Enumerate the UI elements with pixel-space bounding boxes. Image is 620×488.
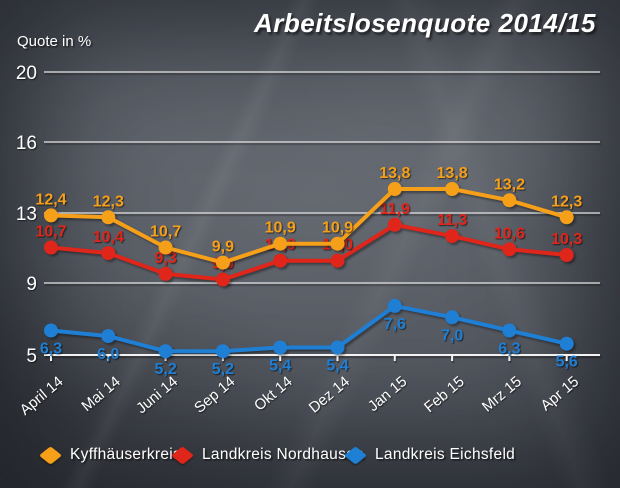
series-line-landkreis-nordhausen: [49, 222, 569, 282]
data-point-landkreis-eichsfeld-dez-14: [330, 340, 345, 355]
data-label-kyffhauserkreis-apr-15: 12,3: [551, 193, 582, 210]
data-point-landkreis-eichsfeld-sep-14: [215, 344, 230, 359]
data-label-landkreis-eichsfeld-feb-15: 7,0: [441, 327, 463, 344]
series-kyffhauserkreis: [44, 182, 574, 270]
data-label-landkreis-eichsfeld-jan-15: 7,6: [384, 316, 406, 333]
y-tick-label-9: 9: [26, 274, 37, 295]
data-point-landkreis-eichsfeld-okt-14: [273, 340, 288, 355]
data-label-landkreis-eichsfeld-juni-14: 5,2: [154, 361, 176, 378]
data-point-landkreis-nordhausen-apr-15: [559, 248, 574, 262]
data-label-landkreis-nordhausen-juni-14: 9,3: [154, 250, 176, 267]
y-tick-label-20: 20: [16, 63, 37, 84]
data-point-kyffhauserkreis-juni-14: [158, 240, 173, 255]
data-point-kyffhauserkreis-sep-14: [215, 255, 230, 270]
data-label-landkreis-eichsfeld-mrz-15: 6,3: [498, 341, 520, 358]
data-label-landkreis-nordhausen-apr-15: 10,3: [551, 231, 582, 248]
x-tick-label-mrz-15: Mrz 15: [479, 373, 525, 415]
data-label-kyffhauserkreis-mai-14: 12,3: [93, 193, 124, 210]
y-tick-label-13: 13: [16, 204, 37, 225]
data-label-kyffhauserkreis-okt-14: 10,9: [265, 220, 296, 237]
gridlines: [44, 71, 600, 361]
data-label-kyffhauserkreis-mrz-15: 13,2: [494, 176, 525, 193]
data-point-landkreis-eichsfeld-april-14: [44, 323, 58, 338]
data-point-landkreis-eichsfeld-juni-14: [158, 344, 173, 359]
data-label-landkreis-eichsfeld-dez-14: 5,4: [326, 358, 348, 375]
data-point-landkreis-eichsfeld-mai-14: [101, 329, 116, 344]
data-point-landkreis-eichsfeld-apr-15: [559, 336, 574, 351]
data-point-kyffhauserkreis-mrz-15: [502, 193, 517, 208]
data-label-landkreis-nordhausen-jan-15: 11,9: [380, 201, 410, 218]
line-chart: 20 16 13 9 5 April 14 Mai 14 Juni 14 Sep 14 Okt 1…: [16, 63, 600, 419]
series-line-landkreis-eichsfeld: [49, 303, 569, 354]
x-tick-label-dez-14: Dez 14: [306, 373, 353, 417]
data-point-landkreis-eichsfeld-jan-15: [387, 298, 402, 313]
data-label-landkreis-eichsfeld-okt-14: 5,4: [269, 358, 291, 375]
x-tick-label-sep-14: Sep 14: [191, 373, 238, 417]
data-label-kyffhauserkreis-april-14: 12,4: [35, 191, 66, 208]
x-tick-label-jan-15: Jan 15: [365, 373, 410, 415]
data-point-landkreis-eichsfeld-mrz-15: [502, 323, 517, 338]
legend: Kyffhäuserkreis Landkreis Nordhausen Lan…: [0, 444, 620, 468]
data-point-landkreis-nordhausen-juni-14: [158, 266, 173, 281]
y-tick-label-5: 5: [26, 346, 37, 367]
legend-item-eichsfeld: Landkreis Eichsfeld: [344, 444, 516, 466]
series-line-kyffhauserkreis: [49, 187, 569, 265]
data-label-landkreis-eichsfeld-mai-14: 6,0: [97, 346, 119, 363]
data-point-landkreis-nordhausen-sep-14: [215, 272, 230, 287]
data-label-landkreis-nordhausen-mai-14: 10,4: [93, 229, 124, 246]
data-label-kyffhauserkreis-sep-14: 9,9: [212, 239, 234, 256]
data-point-kyffhauserkreis-dez-14: [330, 236, 345, 251]
data-label-kyffhauserkreis-jan-15: 13,8: [379, 165, 410, 182]
y-axis-title: Quote in %: [17, 33, 92, 50]
y-axis-tick-labels: 20 16 13 9 5: [16, 63, 37, 367]
x-tick-label-mai-14: Mai 14: [78, 373, 123, 415]
data-point-landkreis-nordhausen-jan-15: [387, 217, 402, 232]
data-label-landkreis-nordhausen-mrz-15: 10,6: [494, 225, 525, 242]
x-tick-label-april-14: April 14: [17, 373, 67, 419]
x-axis-labels: April 14 Mai 14 Juni 14 Sep 14 Okt 14 Dez 14 J…: [17, 373, 583, 419]
series-landkreis-eichsfeld: [44, 298, 574, 359]
data-label-kyffhauserkreis-feb-15: 13,8: [437, 165, 468, 182]
series-landkreis-nordhausen: [44, 217, 574, 287]
x-tick-label-juni-14: Juni 14: [133, 373, 181, 417]
data-point-landkreis-eichsfeld-feb-15: [445, 310, 460, 325]
legend-label-eichsfeld: Landkreis Eichsfeld: [375, 446, 516, 463]
data-point-landkreis-nordhausen-dez-14: [330, 253, 345, 268]
data-point-kyffhauserkreis-apr-15: [559, 210, 574, 225]
data-label-landkreis-nordhausen-feb-15: 11,3: [437, 212, 467, 229]
data-label-landkreis-eichsfeld-april-14: 6,3: [40, 341, 62, 358]
y-tick-label-16: 16: [16, 133, 37, 154]
legend-marker-diamond-kyffhaeuserkreis: [39, 445, 62, 465]
data-point-kyffhauserkreis-feb-15: [445, 182, 460, 196]
data-label-landkreis-eichsfeld-sep-14: 5,2: [212, 361, 234, 378]
data-label-kyffhauserkreis-dez-14: 10,9: [322, 220, 353, 237]
data-label-landkreis-eichsfeld-apr-15: 5,6: [556, 354, 578, 371]
data-label-landkreis-nordhausen-april-14: 10,7: [35, 224, 66, 241]
legend-label-nordhausen: Landkreis Nordhausen: [202, 446, 364, 463]
data-point-kyffhauserkreis-april-14: [44, 208, 58, 223]
chart-title: Arbeitslosenquote 2014/15: [254, 8, 596, 38]
x-tick-label-feb-15: Feb 15: [421, 373, 468, 416]
x-tick-label-apr-15: Apr 15: [537, 373, 582, 414]
data-label-kyffhauserkreis-juni-14: 10,7: [150, 224, 181, 241]
x-tick-label-okt-14: Okt 14: [251, 373, 296, 414]
data-point-landkreis-nordhausen-feb-15: [445, 229, 460, 244]
legend-item-nordhausen: Landkreis Nordhausen: [171, 444, 364, 466]
legend-item-kyffhaeuserkreis: Kyffhäuserkreis: [39, 444, 182, 466]
data-point-landkreis-nordhausen-okt-14: [273, 253, 288, 268]
legend-label-kyffhaeuserkreis: Kyffhäuserkreis: [70, 446, 182, 463]
data-point-kyffhauserkreis-mai-14: [101, 210, 116, 225]
data-point-landkreis-nordhausen-april-14: [44, 240, 58, 255]
data-point-landkreis-nordhausen-mai-14: [101, 246, 116, 261]
data-point-landkreis-nordhausen-mrz-15: [502, 242, 517, 257]
data-point-kyffhauserkreis-jan-15: [387, 182, 402, 196]
series-labels-landkreis-eichsfeld: 6,3 6,0 5,2 5,2 5,4 5,4 7,6 7,0 6,3 5,6: [40, 316, 578, 378]
series-labels-kyffhauserkreis: 12,4 12,3 10,7 9,9 10,9 10,9 13,8 13,8 13,2 12,3: [35, 165, 582, 256]
data-point-kyffhauserkreis-okt-14: [273, 236, 288, 251]
